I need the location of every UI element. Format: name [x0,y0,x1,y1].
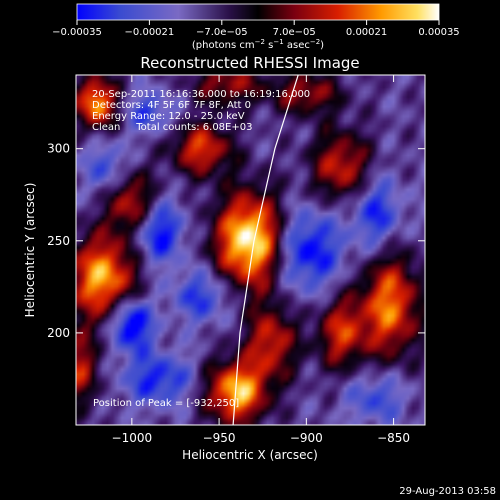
generation-timestamp: 29-Aug-2013 03:58 [399,486,496,497]
x-tick-label: −950 [203,431,236,445]
annotation-time-range: 20-Sep-2011 16:16:36.000 to 16:19:16.000 [92,89,310,100]
chart-title: Reconstructed RHESSI Image [140,54,359,72]
colorbar-tick-label: 0.00035 [418,27,459,38]
y-tick-label: 200 [47,326,70,340]
colorbar-tick-label: −7.0e−05 [196,27,248,38]
colorbar-ticks: −0.00035 −0.00021 −7.0e−05 7.0e−05 0.00021 0.… [52,20,460,38]
colorbar-tick-label: 7.0e−05 [273,27,316,38]
y-tick-label: 250 [47,234,70,248]
annotation-method-counts: Clean Total counts: 6.08E+03 [92,122,252,133]
colorbar-unit: (photons cm−2 s−1 asec−2) [192,38,324,51]
x-axis-label: Heliocentric X (arcsec) [182,448,318,462]
y-axis-label: Heliocentric Y (arcsec) [23,183,37,318]
colorbar-tick-label: −0.00021 [125,27,175,38]
y-tick-label: 300 [47,142,70,156]
annotation-detectors: Detectors: 4F 5F 6F 7F 8F, Att 0 [92,100,251,111]
x-tick-label: −1000 [112,431,153,445]
x-tick-label: −850 [377,431,410,445]
annotation-energy-range: Energy Range: 12.0 - 25.0 keV [92,111,245,122]
colorbar-tick-label: −0.00035 [52,27,102,38]
x-tick-label: −900 [290,431,323,445]
heatmap-image [76,75,425,425]
solar-limb-curve [232,75,299,425]
colorbar [76,3,440,21]
annotation-peak-position: Position of Peak = [-932,250] [93,398,239,409]
plot-frame [75,74,426,426]
axis-ticks: −1000 −950 −900 −850 200 250 300 [47,75,425,445]
colorbar-tick-label: 0.00021 [346,27,387,38]
